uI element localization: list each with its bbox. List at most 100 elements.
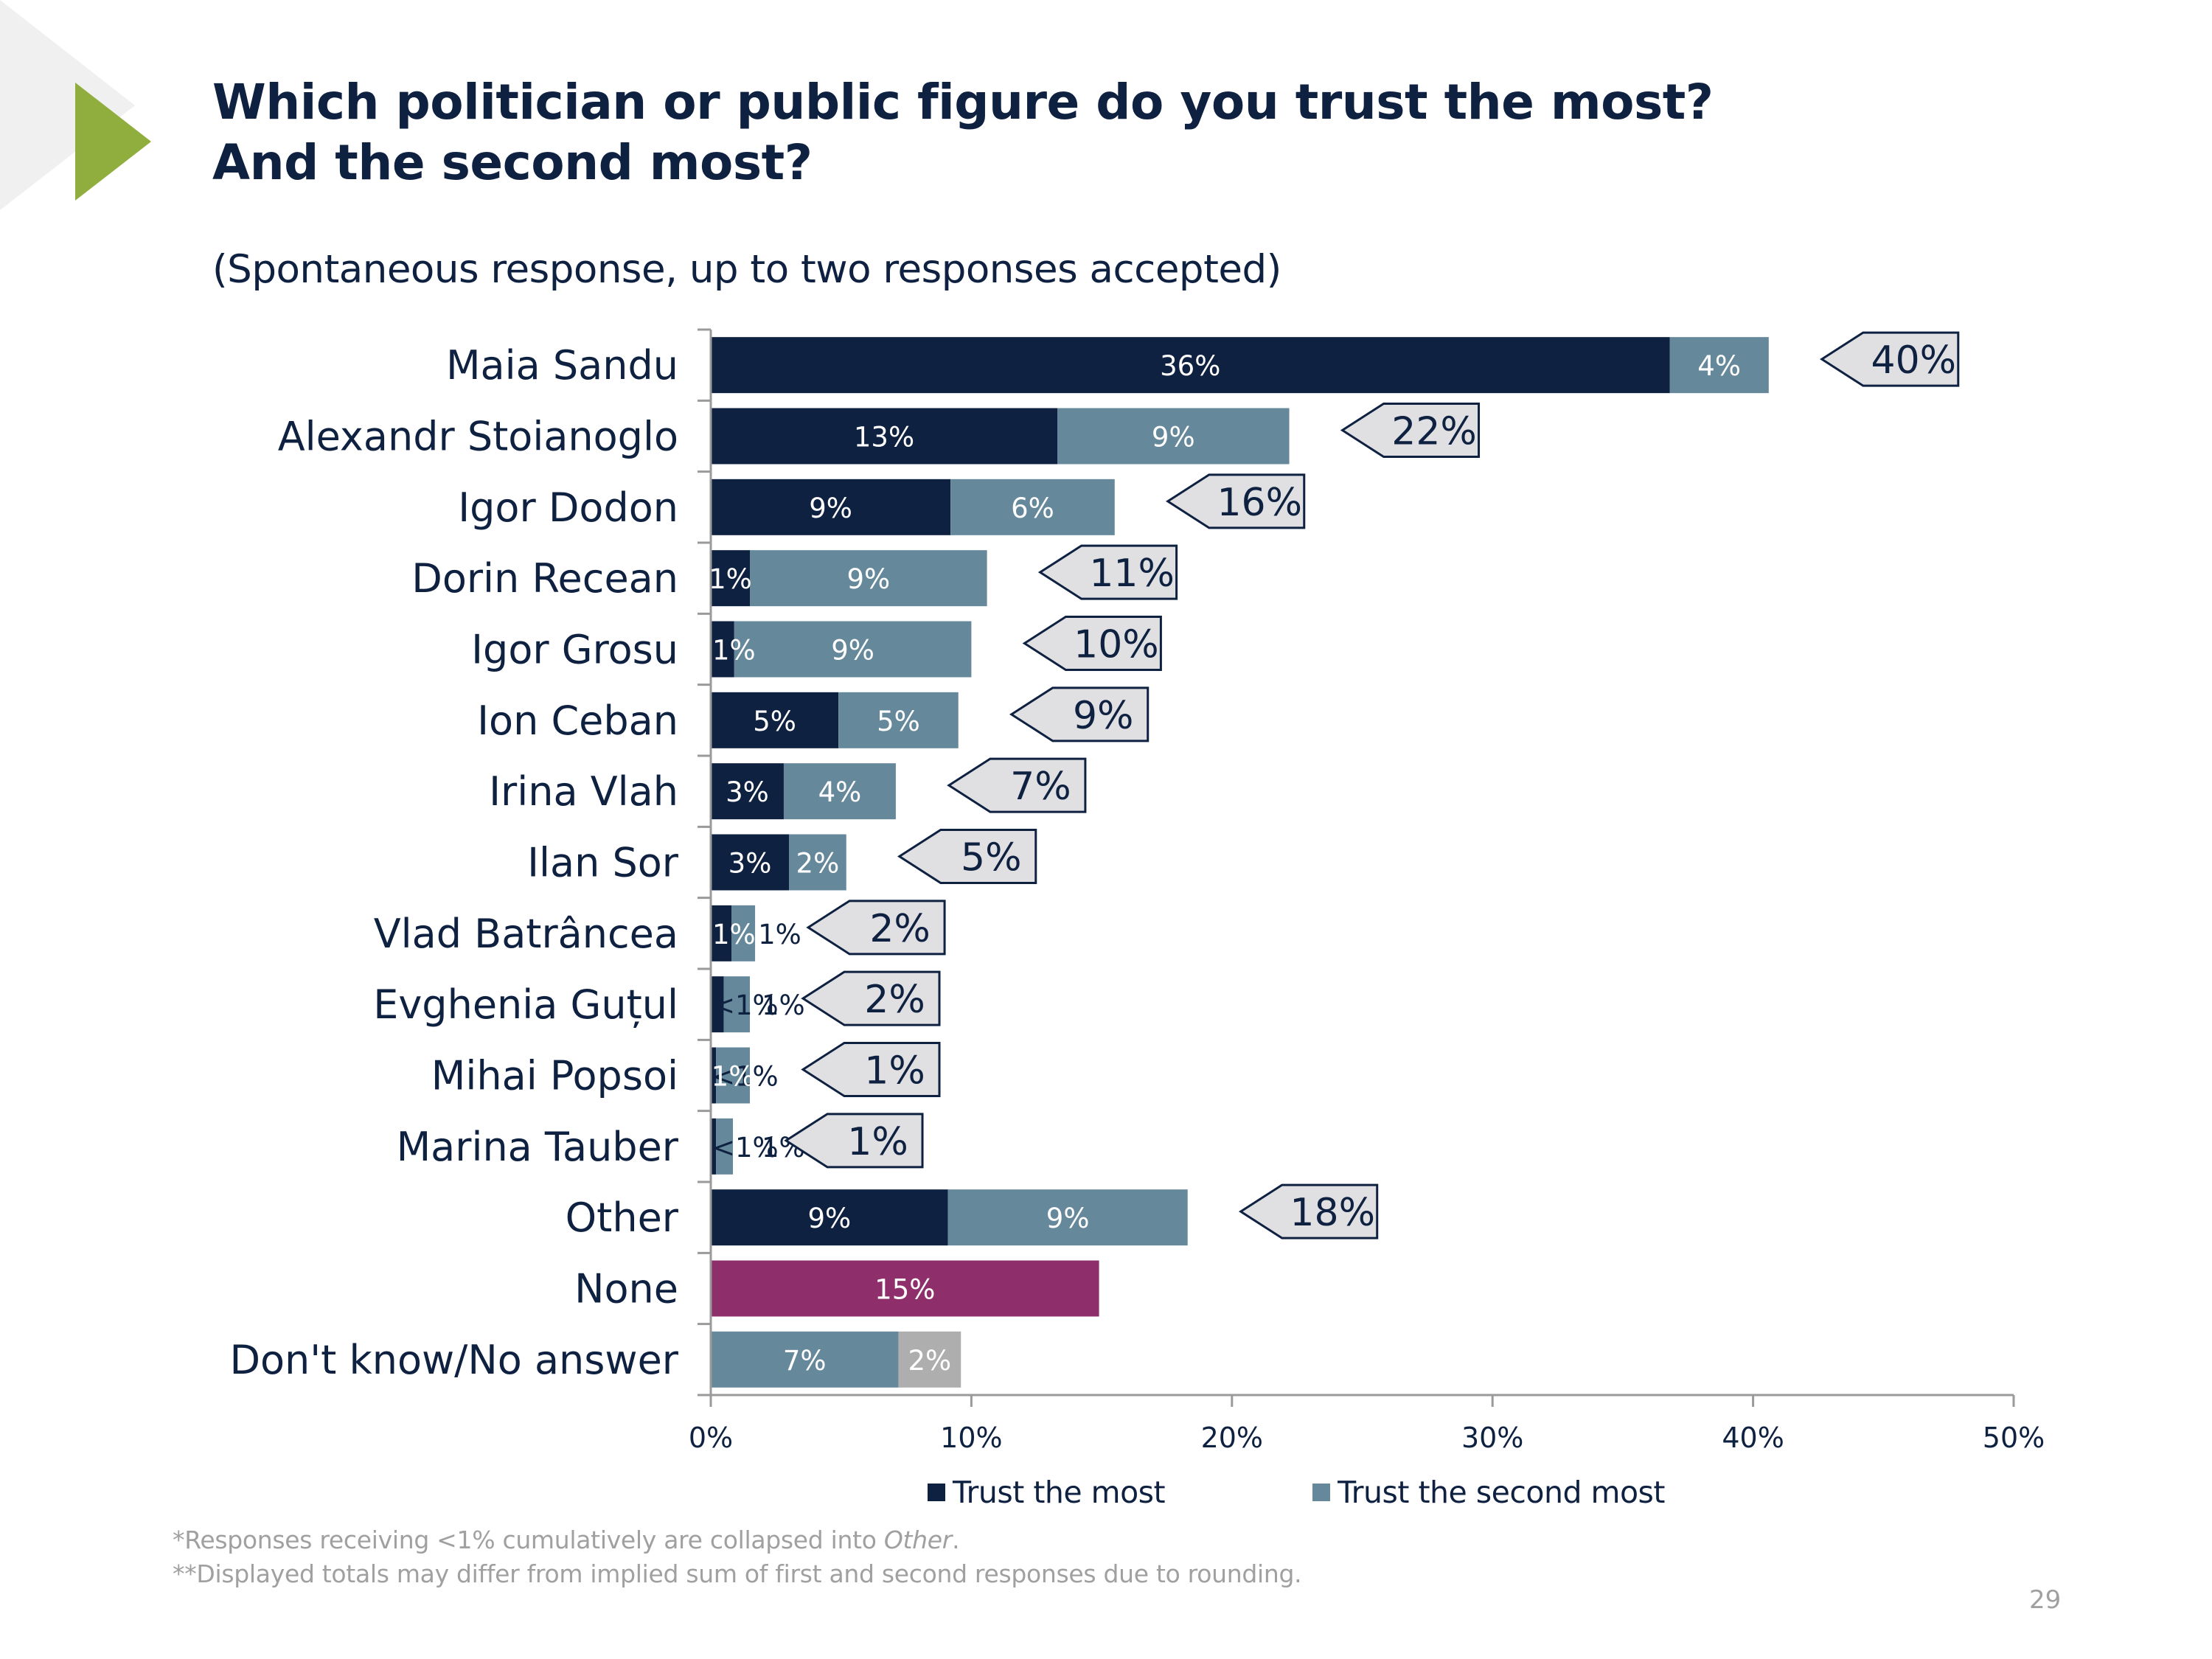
total-callout-maia-sandu (1820, 331, 1960, 387)
bar-segment-trust-the-most-other (711, 1189, 948, 1246)
bar-segment-trust-the-second-most-ion-ceban (838, 692, 959, 748)
bar-segment-trust-the-most-igor-dodon (711, 479, 951, 535)
legend-item-trust-second: Trust the second most (1312, 1475, 1665, 1510)
axes-layer: 0% 10% 20% 30% 40% 50% (689, 328, 2045, 1454)
total-label-ilan-sor: 5% (961, 836, 1022, 880)
x-tick-label-0: 0% (689, 1422, 733, 1454)
total-callouts-layer: 40%22%16%11%10%9%7%5%2%2%1%1%18% (784, 331, 1960, 1239)
title-line-1: Which politician or public figure do you… (212, 74, 1714, 131)
bar-segment-trust-the-second-most-alexandr-stoianoglo (1057, 408, 1290, 465)
footnote-2: **Displayed totals may differ from impli… (173, 1559, 1302, 1588)
bar-label-don-t-know-no-answer-don-t-know-no-answer: 2% (908, 1345, 952, 1377)
bar-segment-trust-the-most-marina-tauber (711, 1118, 717, 1175)
footnotes: *Responses receiving <1% cumulatively ar… (173, 1523, 1302, 1591)
bar-segment-trust-the-most-igor-grosu (711, 621, 734, 678)
bar-label-trust-the-second-most-evghenia-gutul: 1% (762, 990, 805, 1021)
bar-label-trust-the-most-marina-tauber: <1% (712, 1132, 779, 1164)
chart-subtitle: (Spontaneous response, up to two respons… (212, 247, 1281, 292)
bar-label-trust-the-second-most-irina-vlah: 4% (818, 776, 862, 808)
bar-label-trust-the-second-most-don-t-know-no-answer: 7% (783, 1345, 827, 1377)
total-callout-irina-vlah (947, 757, 1087, 813)
bar-label-trust-the-second-most-maia-sandu: 4% (1697, 350, 1741, 382)
bar-label-trust-the-most-vlad-batrancea: 1% (712, 919, 756, 950)
bar-label-trust-the-most-evghenia-gutul: <1% (712, 990, 779, 1021)
bar-label-trust-the-second-most-vlad-batrancea: 1% (758, 919, 801, 950)
footnote-1-italic: Other (883, 1526, 953, 1554)
bar-segment-trust-the-second-most-igor-dodon (950, 479, 1115, 535)
total-label-ion-ceban: 9% (1073, 694, 1134, 738)
title-line-2: And the second most? (212, 134, 813, 191)
total-callout-vlad-batrancea (806, 900, 946, 956)
bar-segment-trust-the-most-mihai-popsoi (711, 1047, 717, 1104)
category-label-ilan-sor: Ilan Sor (527, 840, 679, 886)
category-label-igor-grosu: Igor Grosu (471, 627, 678, 673)
bar-segment-trust-the-second-most-maia-sandu (1669, 337, 1769, 394)
x-tick-label-40: 40% (1722, 1422, 1784, 1454)
total-label-igor-dodon: 16% (1217, 481, 1302, 525)
category-label-other: Other (566, 1194, 679, 1241)
bar-segment-trust-the-second-most-vlad-batrancea (731, 905, 756, 961)
category-label-dorin-recean: Dorin Recean (411, 555, 678, 602)
total-callout-other (1238, 1183, 1379, 1239)
bar-label-none-none: 15% (874, 1274, 935, 1306)
bar-label-trust-the-most-igor-dodon: 9% (809, 493, 852, 524)
footnote-1: *Responses receiving <1% cumulatively ar… (173, 1523, 1301, 1557)
bar-segment-trust-the-most-maia-sandu (711, 337, 1670, 394)
category-label-ion-ceban: Ion Ceban (477, 698, 678, 744)
total-callout-igor-dodon (1165, 473, 1306, 529)
total-callout-ion-ceban (1009, 686, 1150, 742)
legend-label-trust-most: Trust the most (953, 1475, 1166, 1510)
legend-swatch-trust-second (1312, 1484, 1331, 1501)
page-title: Which politician or public figure do you… (212, 72, 1714, 193)
total-callout-ilan-sor (897, 829, 1037, 884)
bar-segment-trust-the-second-most-igor-grosu (734, 621, 972, 678)
total-label-evghenia-gutul: 2% (864, 978, 925, 1022)
bar-segment-trust-the-most-ilan-sor (711, 834, 790, 891)
bar-label-trust-the-most-mihai-popsoi: <1% (712, 1061, 779, 1093)
bar-segment-trust-the-second-most-ilan-sor (789, 834, 846, 891)
total-label-irina-vlah: 7% (1010, 765, 1071, 809)
category-label-evghenia-gutul: Evghenia Guțul (373, 981, 678, 1028)
bar-segment-don-t-know-no-answer-don-t-know-no-answer (898, 1331, 961, 1388)
bar-segment-trust-the-most-dorin-recean (711, 550, 751, 607)
footnote-1-suffix: . (952, 1526, 960, 1554)
bar-segment-trust-the-most-alexandr-stoianoglo (711, 408, 1058, 465)
bar-segment-trust-the-most-ion-ceban (711, 692, 839, 748)
total-callout-marina-tauber (784, 1113, 924, 1169)
total-callout-igor-grosu (1022, 616, 1162, 671)
total-label-maia-sandu: 40% (1871, 338, 1957, 383)
bar-segment-trust-the-most-irina-vlah (711, 763, 784, 820)
bar-segment-trust-the-second-most-evghenia-gutul (723, 976, 751, 1033)
chart-legend: Trust the most Trust the second most (928, 1475, 1665, 1510)
category-label-mihai-popsoi: Mihai Popsoi (431, 1053, 678, 1099)
bar-label-trust-the-most-dorin-recean: 1% (709, 563, 752, 595)
bar-segment-trust-the-second-most-mihai-popsoi (716, 1047, 751, 1104)
bar-label-trust-the-most-alexandr-stoianoglo: 13% (854, 422, 914, 453)
bar-label-trust-the-second-most-igor-dodon: 6% (1011, 493, 1054, 524)
bar-segment-none-none (711, 1260, 1099, 1317)
page-number: 29 (2029, 1585, 2062, 1615)
total-callout-evghenia-gutul (801, 970, 941, 1026)
total-callout-mihai-popsoi (801, 1042, 941, 1097)
bar-segment-trust-the-second-most-irina-vlah (783, 763, 896, 820)
bar-label-trust-the-second-most-other: 9% (1046, 1203, 1090, 1234)
bar-segment-trust-the-second-most-dorin-recean (750, 550, 987, 607)
bar-label-trust-the-second-most-mihai-popsoi: 1% (712, 1061, 755, 1093)
bar-label-trust-the-most-irina-vlah: 3% (726, 776, 769, 808)
x-tick-label-10: 10% (940, 1422, 1002, 1454)
bar-segment-trust-the-most-vlad-batrancea (711, 905, 732, 961)
total-label-igor-grosu: 10% (1074, 623, 1159, 667)
bars-layer: 36% 4%13% 9%9% 6%1% 9%1% 9%5% 5%3% 4%3% 2%1% 1%<1… (709, 337, 1769, 1388)
footnote-1-text: *Responses receiving <1% cumulatively ar… (173, 1526, 884, 1554)
bar-label-trust-the-most-ion-ceban: 5% (753, 706, 796, 737)
category-label-alexandr-stoianoglo: Alexandr Stoianoglo (278, 414, 678, 460)
legend-item-trust-most: Trust the most (928, 1475, 1166, 1510)
bar-segment-trust-the-second-most-other (947, 1189, 1188, 1246)
total-label-vlad-batrancea: 2% (869, 907, 931, 951)
total-label-other: 18% (1290, 1191, 1375, 1235)
total-label-marina-tauber: 1% (847, 1120, 908, 1164)
legend-swatch-trust-most (928, 1484, 945, 1501)
green-arrow-icon (75, 83, 151, 201)
bar-label-trust-the-second-most-dorin-recean: 9% (846, 563, 890, 595)
stacked-bar-chart: 36% 4%13% 9%9% 6%1% 9%1% 9%5% 5%3% 4%3% 2%1% 1%<1… (229, 328, 2045, 1454)
